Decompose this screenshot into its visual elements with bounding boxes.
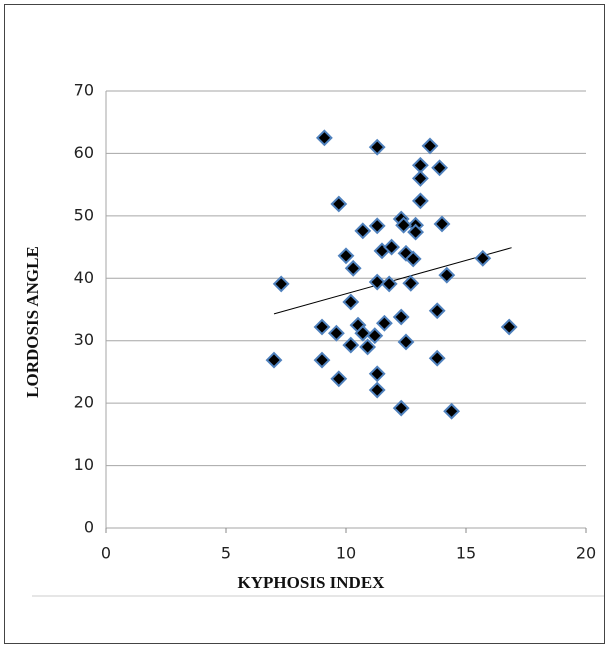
point bbox=[433, 215, 451, 233]
point bbox=[411, 192, 429, 210]
point bbox=[366, 327, 384, 345]
point bbox=[330, 195, 348, 213]
point bbox=[368, 138, 386, 156]
point bbox=[354, 222, 372, 240]
point bbox=[411, 169, 429, 187]
point bbox=[368, 365, 386, 383]
point bbox=[383, 238, 401, 256]
point bbox=[474, 249, 492, 267]
x-tick-label: 15 bbox=[456, 544, 476, 563]
frame bbox=[4, 4, 605, 644]
point bbox=[368, 273, 386, 291]
x-axis-title: KYPHOSIS INDEX bbox=[238, 573, 386, 592]
point bbox=[368, 381, 386, 399]
point bbox=[315, 129, 333, 147]
point bbox=[421, 137, 439, 155]
y-tick-label: 10 bbox=[74, 455, 94, 474]
point bbox=[402, 274, 420, 292]
point bbox=[407, 223, 425, 241]
point bbox=[397, 244, 415, 262]
point bbox=[313, 318, 331, 336]
point bbox=[500, 318, 518, 336]
x-tick-label: 5 bbox=[221, 544, 231, 563]
point bbox=[272, 275, 290, 293]
point bbox=[265, 351, 283, 369]
point bbox=[380, 275, 398, 293]
x-tick-label: 20 bbox=[576, 544, 596, 563]
point bbox=[375, 314, 393, 332]
point bbox=[342, 293, 360, 311]
x-tick-label: 0 bbox=[101, 544, 111, 563]
point bbox=[330, 370, 348, 388]
point bbox=[438, 266, 456, 284]
point bbox=[431, 159, 449, 177]
point bbox=[359, 338, 377, 356]
point bbox=[327, 324, 345, 342]
y-tick-label: 20 bbox=[74, 393, 94, 412]
point bbox=[354, 324, 372, 342]
point bbox=[395, 216, 413, 234]
y-axis-title: LORDOSIS ANGLE bbox=[23, 246, 42, 398]
y-tick-label: 60 bbox=[74, 143, 94, 162]
point bbox=[342, 336, 360, 354]
point bbox=[397, 333, 415, 351]
y-tick-label: 40 bbox=[74, 268, 94, 287]
point bbox=[368, 217, 386, 235]
point bbox=[443, 402, 461, 420]
y-tick-label: 30 bbox=[74, 330, 94, 349]
x-tick-label: 10 bbox=[336, 544, 356, 563]
point bbox=[404, 250, 422, 268]
point bbox=[344, 259, 362, 277]
point bbox=[392, 308, 410, 326]
point bbox=[313, 351, 331, 369]
point bbox=[428, 302, 446, 320]
y-tick-label: 70 bbox=[74, 81, 94, 100]
point bbox=[337, 247, 355, 265]
y-tick-label: 50 bbox=[74, 205, 94, 224]
y-tick-label: 0 bbox=[84, 518, 94, 537]
point bbox=[392, 399, 410, 417]
point bbox=[428, 349, 446, 367]
